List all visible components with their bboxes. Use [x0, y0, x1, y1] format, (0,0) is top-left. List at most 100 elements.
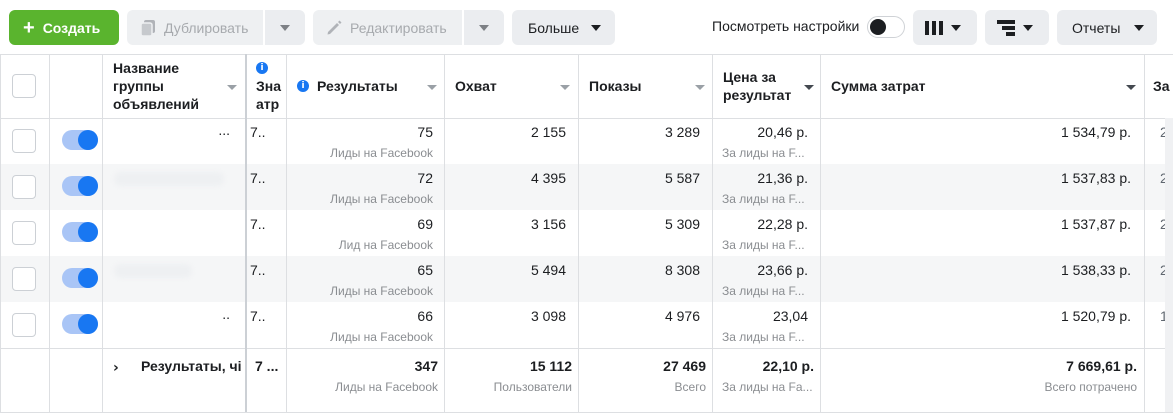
results-value: 75 — [417, 124, 433, 140]
chevron-down-icon — [479, 24, 489, 31]
value-cell: 7.. — [250, 170, 266, 186]
results-type: Лиды на Facebook — [330, 284, 433, 298]
row-checkbox[interactable] — [12, 129, 36, 153]
results-type: Лид на Facebook — [338, 238, 433, 252]
cost-type: За лиды на F... — [722, 192, 805, 206]
totals-value: 7 ... — [255, 358, 279, 374]
chevron-down-icon — [280, 24, 290, 31]
sort-icon[interactable] — [227, 85, 237, 90]
value-cell: 7.. — [250, 308, 266, 324]
totals-impressions: 27 469 — [663, 358, 706, 374]
amount-spent-value: 1 537,87 р. — [1060, 216, 1131, 232]
cost-type: За лиды на F... — [722, 284, 805, 298]
impressions-value: 8 308 — [664, 262, 700, 278]
results-value: 72 — [417, 170, 433, 186]
value-cell: 7.. — [250, 216, 266, 232]
edit-button[interactable]: Редактировать — [313, 10, 462, 45]
row-checkbox[interactable] — [12, 221, 36, 245]
sort-icon[interactable] — [427, 85, 437, 90]
results-type: Лиды на Facebook — [330, 146, 433, 160]
ad-set-toggle[interactable] — [62, 314, 98, 334]
cost-per-result-value: 23,04 — [772, 308, 808, 324]
amount-spent-value: 1 534,79 р. — [1060, 124, 1131, 140]
totals-reach: 15 112 — [529, 358, 572, 374]
column-header-cost-per-result[interactable]: Цена за результат — [723, 69, 792, 103]
ad-set-name[interactable]: ... — [218, 122, 230, 138]
columns-button[interactable] — [913, 10, 977, 45]
ad-set-toggle[interactable] — [62, 176, 98, 196]
plus-icon: + — [23, 16, 35, 39]
sort-icon[interactable] — [695, 85, 705, 90]
totals-label: Результаты, чі — [141, 358, 241, 374]
table-scrollbar[interactable] — [1165, 118, 1173, 412]
next-col-value: 1 — [1160, 308, 1168, 324]
row-checkbox[interactable] — [12, 267, 36, 291]
more-label: Больше — [528, 19, 580, 36]
select-all-checkbox[interactable] — [12, 74, 36, 98]
column-header-impressions[interactable]: Показы — [589, 78, 642, 94]
results-type: Лиды на Facebook — [330, 192, 433, 206]
amount-spent-value: 1 520,79 р. — [1060, 308, 1131, 324]
info-icon: i — [297, 80, 309, 92]
column-header-reach[interactable]: Охват — [455, 78, 497, 94]
duplicate-button[interactable]: Дублировать — [127, 10, 263, 45]
table-row[interactable] — [0, 256, 1173, 302]
totals-cost: 22,10 р. — [762, 358, 814, 374]
next-col-value: 2 — [1160, 170, 1168, 186]
next-col-value: 2 — [1160, 262, 1168, 278]
reach-value: 3 098 — [530, 308, 566, 324]
edit-dropdown[interactable] — [464, 10, 504, 45]
reports-button[interactable]: Отчеты — [1057, 10, 1157, 45]
results-value: 69 — [417, 216, 433, 232]
ad-set-name[interactable]: .. — [222, 306, 230, 322]
column-header-value[interactable]: i Зна атр — [256, 62, 282, 112]
next-col-value: 2 — [1160, 124, 1168, 140]
cost-per-result-value: 22,28 р. — [757, 216, 808, 232]
column-header-results[interactable]: i Результаты — [297, 54, 437, 118]
chevron-down-icon — [591, 24, 602, 31]
reach-value: 2 155 — [530, 124, 566, 140]
cost-per-result-value: 21,36 р. — [757, 170, 808, 186]
results-value: 66 — [417, 308, 433, 324]
column-header-name[interactable]: Название группы объявлений — [113, 60, 199, 112]
sort-icon[interactable] — [804, 85, 814, 90]
toolbar: + Создать Дублировать Редактировать Боль… — [0, 0, 1173, 54]
sort-icon[interactable] — [560, 85, 570, 90]
impressions-value: 4 976 — [664, 308, 700, 324]
expand-chevron-icon[interactable]: › — [113, 360, 119, 376]
ad-set-toggle[interactable] — [62, 130, 98, 150]
column-header-next[interactable]: За — [1153, 78, 1170, 94]
create-label: Создать — [42, 19, 101, 36]
value-cell: 7.. — [250, 262, 266, 278]
cost-per-result-value: 23,66 р. — [757, 262, 808, 278]
totals-impressions-type: Всего — [674, 380, 706, 394]
ad-set-toggle[interactable] — [62, 222, 98, 242]
totals-results: 347 — [414, 358, 438, 374]
breakdown-icon — [997, 19, 1015, 36]
impressions-value: 5 309 — [664, 216, 700, 232]
breakdown-button[interactable] — [985, 10, 1049, 45]
sort-icon[interactable] — [1126, 85, 1136, 90]
results-type: Лиды на Facebook — [330, 330, 433, 344]
ad-set-toggle[interactable] — [62, 268, 98, 288]
pencil-icon — [327, 20, 342, 34]
totals-spent: 7 669,61 р. — [1066, 358, 1137, 374]
cost-type: За лиды на F... — [722, 238, 805, 252]
create-button[interactable]: + Создать — [9, 10, 119, 45]
table-row[interactable] — [0, 164, 1173, 210]
totals-reach-type: Пользователи — [493, 380, 572, 394]
column-header-amount-spent[interactable]: Сумма затрат — [831, 78, 926, 94]
row-checkbox[interactable] — [12, 175, 36, 199]
cost-type: За лиды на F... — [722, 330, 805, 344]
view-settings-toggle[interactable] — [867, 16, 905, 38]
chevron-down-icon — [1134, 24, 1145, 31]
more-button[interactable]: Больше — [512, 10, 615, 45]
edit-label: Редактировать — [350, 19, 447, 36]
totals-cost-type: За лиды на Fa... — [722, 380, 813, 394]
amount-spent-value: 1 537,83 р. — [1060, 170, 1131, 186]
duplicate-dropdown[interactable] — [265, 10, 305, 45]
row-checkbox[interactable] — [12, 313, 36, 337]
duplicate-label: Дублировать — [164, 19, 249, 36]
next-col-value: 2 — [1160, 216, 1168, 232]
redacted-name — [114, 172, 224, 186]
